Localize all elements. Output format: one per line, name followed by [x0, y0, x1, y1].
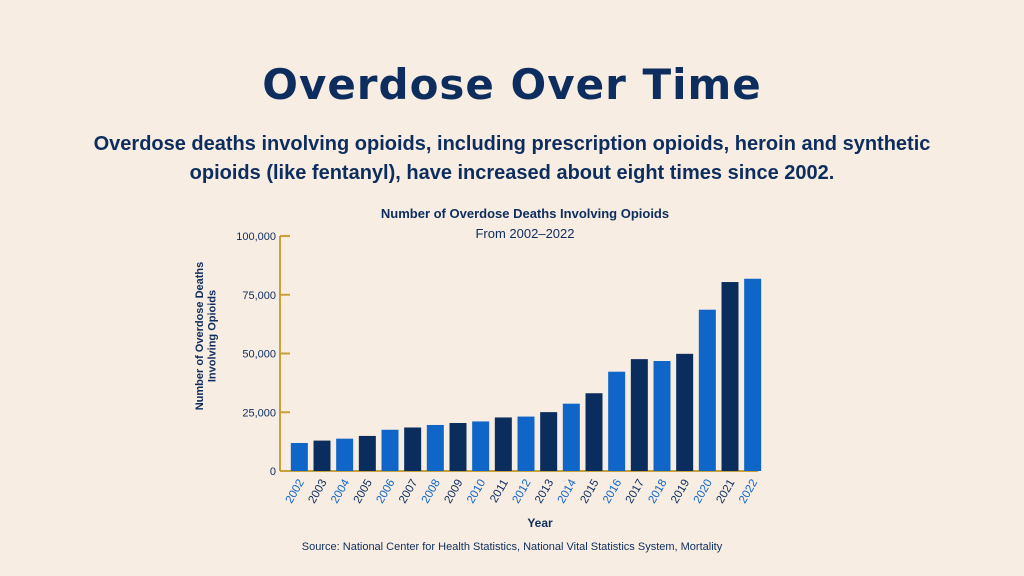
page-subtitle: Overdose deaths involving opioids, inclu…: [93, 133, 931, 184]
x-tick-label: 2008: [420, 478, 443, 506]
bar-2003: [313, 440, 331, 471]
page-title: Overdose Over Time: [262, 60, 762, 109]
bar-2019: [676, 353, 694, 471]
bar-2002: [290, 442, 308, 471]
x-tick-label: 2015: [578, 478, 601, 506]
x-tick-label: 2022: [737, 478, 760, 506]
x-tick-label: 2010: [465, 478, 488, 506]
y-tick-label: 25,000: [242, 407, 276, 419]
x-tick-label: 2013: [533, 478, 556, 506]
bar-2011: [494, 417, 512, 471]
bar-2021: [721, 282, 739, 471]
x-axis-title: Year: [527, 516, 553, 530]
bar-2013: [540, 412, 558, 471]
x-tick-label: 2009: [442, 478, 465, 506]
x-tick-label: 2011: [488, 478, 511, 505]
bar-2012: [517, 416, 535, 471]
x-tick-label: 2021: [714, 478, 737, 506]
x-tick-label: 2007: [397, 478, 420, 506]
x-tick-label: 2003: [306, 478, 329, 506]
bar-2007: [404, 427, 422, 471]
x-tick-label: 2019: [669, 478, 692, 506]
bar-2008: [426, 424, 444, 471]
y-axis-title: Number of Overdose DeathsInvolving Opioi…: [194, 262, 219, 411]
bar-2010: [472, 421, 490, 471]
x-tick-label: 2017: [624, 478, 647, 506]
x-tick-label: 2014: [556, 477, 579, 506]
x-tick-label: 2002: [284, 478, 307, 506]
bar-2004: [336, 438, 354, 471]
x-tick-label: 2020: [692, 478, 715, 506]
bar-2005: [358, 435, 376, 471]
chart-title: Number of Overdose Deaths Involving Opio…: [380, 206, 670, 221]
bar-2018: [653, 361, 671, 471]
y-tick-label: 0: [270, 466, 276, 478]
x-tick-label: 2016: [601, 478, 624, 506]
bar-2015: [585, 393, 603, 471]
x-tick-label: 2012: [510, 478, 533, 506]
bar-2017: [630, 359, 648, 471]
bar-2020: [698, 309, 716, 471]
x-tick-label: 2004: [329, 477, 352, 506]
x-tick-label: 2005: [352, 478, 375, 506]
bar-2006: [381, 429, 399, 471]
y-tick-label: 75,000: [242, 290, 276, 302]
y-tick-label: 50,000: [242, 349, 276, 361]
bar-2016: [608, 371, 626, 471]
source-note: Source: National Center for Health Stati…: [301, 541, 723, 553]
x-tick-label: 2006: [374, 478, 397, 506]
chart-subtitle: From 2002–2022: [475, 226, 575, 241]
x-tick-label: 2018: [646, 478, 669, 506]
bar-2014: [562, 403, 580, 471]
bar-2022: [744, 278, 762, 471]
bar-2009: [449, 423, 467, 471]
y-tick-label: 100,000: [236, 231, 276, 243]
